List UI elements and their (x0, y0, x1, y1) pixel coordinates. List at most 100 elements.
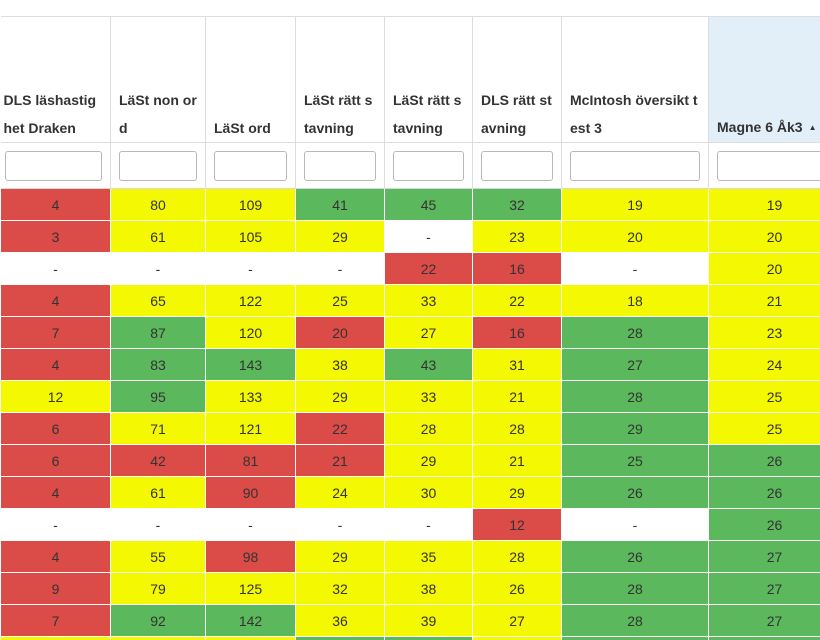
table-row[interactable]: 3 61 105 29-23 20 20 (0, 220, 820, 253)
table-cell: 90 (205, 476, 296, 509)
table-cell: 12 (472, 508, 562, 541)
table-row[interactable]: 7 92 142 36 39 27 28 27 (0, 604, 820, 637)
table-row[interactable]: 6 71 121 22 28 28 29 25 (0, 412, 820, 445)
table-cell: 61 (110, 476, 206, 509)
table-cell: 25 (708, 380, 820, 413)
column-header-last-ratt-stavning-1[interactable]: LäSt rätt stavning (295, 16, 385, 143)
table-cell: 16 (472, 316, 562, 349)
filter-input-last-ratt-stavning-1[interactable] (304, 150, 376, 181)
table-cell: 24 (708, 348, 820, 381)
table-row[interactable]: - - - -22 16-20 (0, 252, 820, 285)
column-header-magne-6[interactable]: Magne 6 Åk3 ▲ (708, 16, 820, 143)
filter-input-mcintosh-oversikt[interactable] (570, 150, 700, 181)
table-cell: 20 (708, 252, 820, 285)
column-header-mcintosh-oversikt[interactable]: McIntosh översikt test 3 (561, 16, 709, 143)
table-cell: 92 (110, 604, 206, 637)
filter-input-magne-6[interactable] (717, 150, 820, 181)
table-cell: 38 (295, 348, 385, 381)
table-cell: 28 (561, 572, 709, 605)
table-cell (205, 636, 296, 640)
column-header-last-ratt-stavning-2[interactable]: LäSt rätt stavning (384, 16, 473, 143)
filter-cell (708, 142, 820, 189)
table-cell: 21 (472, 444, 562, 477)
triangle-up-icon[interactable]: ▲ (808, 123, 817, 132)
filter-input-last-non-ord[interactable] (119, 150, 197, 181)
table-cell: 29 (472, 476, 562, 509)
table-cell: 27 (708, 572, 820, 605)
table-cell: 87 (110, 316, 206, 349)
table-cell (708, 636, 820, 640)
table-cell: - (205, 508, 296, 541)
table-cell: - (384, 220, 473, 253)
table-cell: 71 (110, 412, 206, 445)
table-cell: 26 (561, 476, 709, 509)
column-header-label: LäSt ord (214, 120, 271, 136)
column-header-dls-lashastighet[interactable]: DLS läshastighet Draken (0, 16, 111, 143)
table-cell: 23 (472, 220, 562, 253)
filter-cell (110, 142, 206, 189)
table-cell: 61 (110, 220, 206, 253)
table-row[interactable]: 9 79 125 32 38 26 28 27 (0, 572, 820, 605)
table-cell: 16 (472, 252, 562, 285)
table-row[interactable]: 4 80 109 41 45 32 19 19 (0, 188, 820, 221)
filter-input-last-ratt-stavning-2[interactable] (393, 150, 464, 181)
table-cell: 26 (708, 476, 820, 509)
table-cell: 27 (384, 316, 473, 349)
table-cell: 143 (205, 348, 296, 381)
table-cell (110, 636, 206, 640)
table-cell: - (0, 508, 111, 541)
table-cell (295, 636, 385, 640)
column-header-label: Magne 6 Åk3 (717, 118, 803, 135)
filter-cell (295, 142, 385, 189)
table-cell: 28 (384, 412, 473, 445)
table-cell: 32 (295, 572, 385, 605)
table-row[interactable]: 4 65 122 25 33 22 18 21 (0, 284, 820, 317)
table-cell: 22 (472, 284, 562, 317)
table-row[interactable]: - - - - -12-26 (0, 508, 820, 541)
column-header-last-non-ord[interactable]: LäSt non ord (110, 16, 206, 143)
table-cell: 26 (561, 540, 709, 573)
filter-row (0, 142, 820, 189)
filter-input-dls-lashastighet[interactable] (4, 150, 102, 181)
table-cell: 6 (0, 412, 111, 445)
table-cell: 22 (384, 252, 473, 285)
table-cell: 35 (384, 540, 473, 573)
filter-cell (472, 142, 562, 189)
filter-input-last-ord[interactable] (214, 150, 287, 181)
table-cell: 4 (0, 284, 111, 317)
table-body: 4 80 109 41 45 32 19 19 3 61 105 29-23 20 20- - - -22 16-… (0, 188, 820, 640)
table-cell: 29 (384, 444, 473, 477)
table-cell: 18 (561, 284, 709, 317)
table-cell: 20 (708, 220, 820, 253)
table-cell: 31 (472, 348, 562, 381)
filter-input-dls-ratt-stavning[interactable] (481, 150, 553, 181)
filter-cell (205, 142, 296, 189)
table-cell: 109 (205, 188, 296, 221)
table-cell: 125 (205, 572, 296, 605)
table-cell: 4 (0, 348, 111, 381)
table-cell: 120 (205, 316, 296, 349)
table-cell: 19 (561, 188, 709, 221)
table-row[interactable]: 6 42 81 21 29 21 25 26 (0, 444, 820, 477)
column-header-label: DLS rätt stavning (481, 92, 552, 136)
table-row[interactable]: 4 83 143 38 43 31 27 24 (0, 348, 820, 381)
table-cell: 22 (295, 412, 385, 445)
table-row[interactable] (0, 636, 820, 640)
header-row: DLS läshastighet Draken LäSt non ord LäS… (0, 16, 820, 143)
table-cell: 142 (205, 604, 296, 637)
table-cell: 32 (472, 188, 562, 221)
column-header-last-ord[interactable]: LäSt ord (205, 16, 296, 143)
table-row[interactable]: 4 55 98 29 35 28 26 27 (0, 540, 820, 573)
table-row[interactable]: 4 61 90 24 30 29 26 26 (0, 476, 820, 509)
table-cell: 43 (384, 348, 473, 381)
column-header-dls-ratt-stavning[interactable]: DLS rätt stavning (472, 16, 562, 143)
table-cell (384, 636, 473, 640)
table-cell: - (205, 252, 296, 285)
table-cell: - (0, 252, 111, 285)
table-cell: - (295, 508, 385, 541)
table-cell: 4 (0, 188, 111, 221)
table-cell: 65 (110, 284, 206, 317)
table-row[interactable]: 12 95 133 29 33 21 28 25 (0, 380, 820, 413)
filter-cell (0, 142, 111, 189)
table-row[interactable]: 7 87 120 20 27 16 28 23 (0, 316, 820, 349)
